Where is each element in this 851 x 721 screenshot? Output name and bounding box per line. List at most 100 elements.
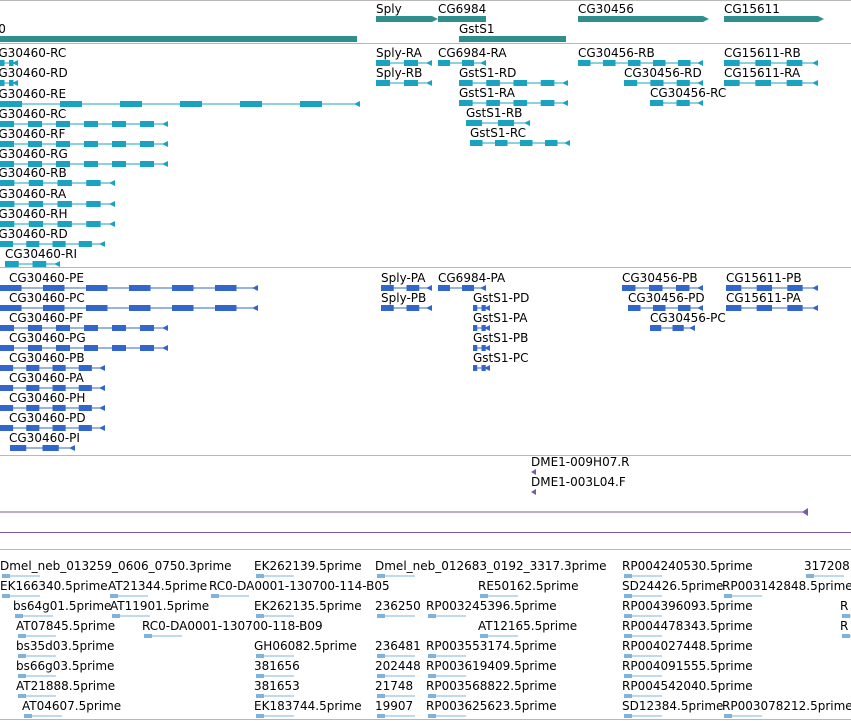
gene-label[interactable]: GstS1 [459, 22, 495, 36]
transcripts_protein-label[interactable]: GstS1-PC [473, 351, 528, 365]
gene-label[interactable]: Sply [376, 2, 402, 16]
gene-bar[interactable] [0, 36, 357, 42]
transcripts_protein-label[interactable]: CG30460-PF [9, 311, 83, 325]
transcripts_rna-label[interactable]: CG30460-RD [0, 227, 68, 241]
transcripts_rna-label[interactable]: CG15611-RA [724, 66, 801, 80]
transcripts_rna-label[interactable]: GstS1-RA [459, 86, 516, 100]
est-label[interactable]: 381656 [254, 659, 300, 673]
transcripts_protein-label[interactable]: CG30460-PI [9, 431, 80, 445]
est-label[interactable]: 317208 [804, 559, 850, 573]
clone-label[interactable]: DME1-009H07.R [531, 455, 630, 469]
est-label[interactable]: RP004027448.5prime [622, 639, 753, 653]
est-label[interactable]: AT21888.5prime [16, 679, 115, 693]
transcripts_protein-label[interactable]: Sply-PB [381, 291, 426, 305]
transcripts_protein-label[interactable]: CG30460-PB [9, 351, 85, 365]
est-label[interactable]: bs64g01.5prime [13, 599, 111, 613]
transcripts_protein-label[interactable]: GstS1-PD [473, 291, 529, 305]
transcripts_rna-label[interactable]: CG30460-RA [0, 187, 67, 201]
est-label[interactable]: 381653 [254, 679, 300, 693]
est-label[interactable]: EK262135.5prime [254, 599, 362, 613]
transcripts_protein-label[interactable]: CG30460-PG [9, 331, 86, 345]
transcripts_protein-label[interactable]: CG6984-PA [438, 271, 506, 285]
transcripts_rna-label[interactable]: CG30460-RE [0, 87, 66, 101]
transcripts_protein-label[interactable]: CG30460-PE [9, 271, 84, 285]
gene-bar[interactable] [459, 36, 566, 42]
est-label[interactable]: bs66g03.5prime [16, 659, 114, 673]
est-label[interactable]: RP004478343.5prime [622, 619, 753, 633]
est-label[interactable]: R [840, 619, 848, 633]
est-label[interactable]: 236481 [375, 639, 421, 653]
est-label[interactable]: bs35d03.5prime [16, 639, 114, 653]
transcripts_protein-label[interactable]: Sply-PA [381, 271, 426, 285]
transcripts_rna-label[interactable]: CG30460-RB [0, 166, 67, 180]
est-label[interactable]: 19907 [375, 699, 413, 713]
transcripts_protein-label[interactable]: GstS1-PA [473, 311, 528, 325]
est-label[interactable]: SD12384.5prime [622, 699, 723, 713]
est-label[interactable]: RP003553174.5prime [426, 639, 557, 653]
est-label[interactable]: 236250 [375, 599, 421, 613]
est-label[interactable]: GH06082.5prime [254, 639, 357, 653]
gene-label[interactable]: CG6984 [438, 2, 486, 16]
clone-label[interactable]: DME1-003L04.F [531, 475, 626, 489]
transcripts_rna-label[interactable]: CG30460-RC [0, 46, 66, 60]
est-label[interactable]: AT07845.5prime [16, 619, 115, 633]
transcripts_rna-label[interactable]: CG30460-RF [0, 127, 66, 141]
est-label[interactable]: EK183744.5prime [254, 699, 362, 713]
transcripts_rna-label[interactable]: Sply-RB [376, 66, 422, 80]
transcripts_protein-label[interactable]: CG30460-PD [9, 411, 86, 425]
gene-label[interactable]: CG15611 [724, 2, 780, 16]
est-label[interactable]: RP003245396.5prime [426, 599, 557, 613]
transcripts_protein-label[interactable]: CG30456-PD [628, 291, 705, 305]
est-label[interactable]: RP004240530.5prime [622, 559, 753, 573]
transcripts_protein-label[interactable]: CG30456-PC [650, 311, 726, 325]
transcripts_protein-label[interactable]: CG30460-PH [9, 391, 85, 405]
transcripts_rna-label[interactable]: CG30460-RC [0, 107, 66, 121]
est-label[interactable]: AT11901.5prime [110, 599, 209, 613]
gene-bar[interactable] [578, 16, 703, 22]
transcripts_protein-label[interactable]: GstS1-PB [473, 331, 528, 345]
transcripts_protein-label[interactable]: CG15611-PA [726, 291, 802, 305]
gene-bar[interactable] [376, 16, 432, 22]
est-label[interactable]: 202448 [375, 659, 421, 673]
transcripts_protein-label[interactable]: CG30456-PB [622, 271, 698, 285]
est-label[interactable]: EK262139.5prime [254, 559, 362, 573]
est-label[interactable]: RP004396093.5prime [622, 599, 753, 613]
gene-label[interactable]: CG30460 [0, 22, 6, 36]
transcripts_rna-label[interactable]: CG30460-RH [0, 207, 68, 221]
transcripts_rna-label[interactable]: GstS1-RB [466, 106, 522, 120]
transcripts_rna-label[interactable]: GstS1-RD [459, 66, 516, 80]
est-label[interactable]: Dmel_neb_012683_0192_3317.3prime [375, 559, 607, 573]
est-label[interactable]: RP003142848.5prime [722, 579, 851, 593]
transcripts_rna-label[interactable]: CG30456-RD [624, 66, 702, 80]
est-label[interactable]: 21748 [375, 679, 413, 693]
est-label[interactable]: SD24426.5prime [622, 579, 723, 593]
est-label[interactable]: RP003619409.5prime [426, 659, 557, 673]
est-label[interactable]: RP004542040.5prime [622, 679, 753, 693]
est-label[interactable]: EK166340.5prime [0, 579, 108, 593]
est-label[interactable]: R [840, 599, 848, 613]
est-label[interactable]: AT21344.5prime [108, 579, 207, 593]
est-label[interactable]: RC0-DA0001-130700-118-B09 [142, 619, 323, 633]
gene-bar[interactable] [724, 16, 818, 22]
transcripts_protein-label[interactable]: CG30460-PC [9, 291, 85, 305]
transcripts_protein-label[interactable]: CG30460-PA [9, 371, 85, 385]
est-label[interactable]: AT12165.5prime [478, 619, 577, 633]
gene-label[interactable]: CG30456 [578, 2, 634, 16]
transcripts_rna-label[interactable]: CG30456-RB [578, 46, 655, 60]
transcripts_protein-label[interactable]: CG15611-PB [726, 271, 802, 285]
transcripts_rna-label[interactable]: GstS1-RC [470, 126, 526, 140]
transcripts_rna-label[interactable]: CG6984-RA [438, 46, 507, 60]
transcripts_rna-label[interactable]: CG30456-RC [650, 86, 726, 100]
transcripts_rna-label[interactable]: CG30460-RD [0, 66, 68, 80]
est-label[interactable]: AT04607.5prime [22, 699, 121, 713]
est-label[interactable]: RP003625623.5prime [426, 699, 557, 713]
est-label[interactable]: Dmel_neb_013259_0606_0750.3prime [0, 559, 232, 573]
transcripts_rna-label[interactable]: CG30460-RG [0, 147, 68, 161]
est-label[interactable]: RE50162.5prime [478, 579, 579, 593]
est-label[interactable]: RP003078212.5prime [722, 699, 851, 713]
est-label[interactable]: RP003568822.5prime [426, 679, 557, 693]
transcripts_rna-label[interactable]: Sply-RA [376, 46, 423, 60]
transcripts_rna-label[interactable]: CG15611-RB [724, 46, 801, 60]
est-label[interactable]: RC0-DA0001-130700-114-B05 [209, 579, 390, 593]
gene-bar[interactable] [438, 16, 486, 22]
